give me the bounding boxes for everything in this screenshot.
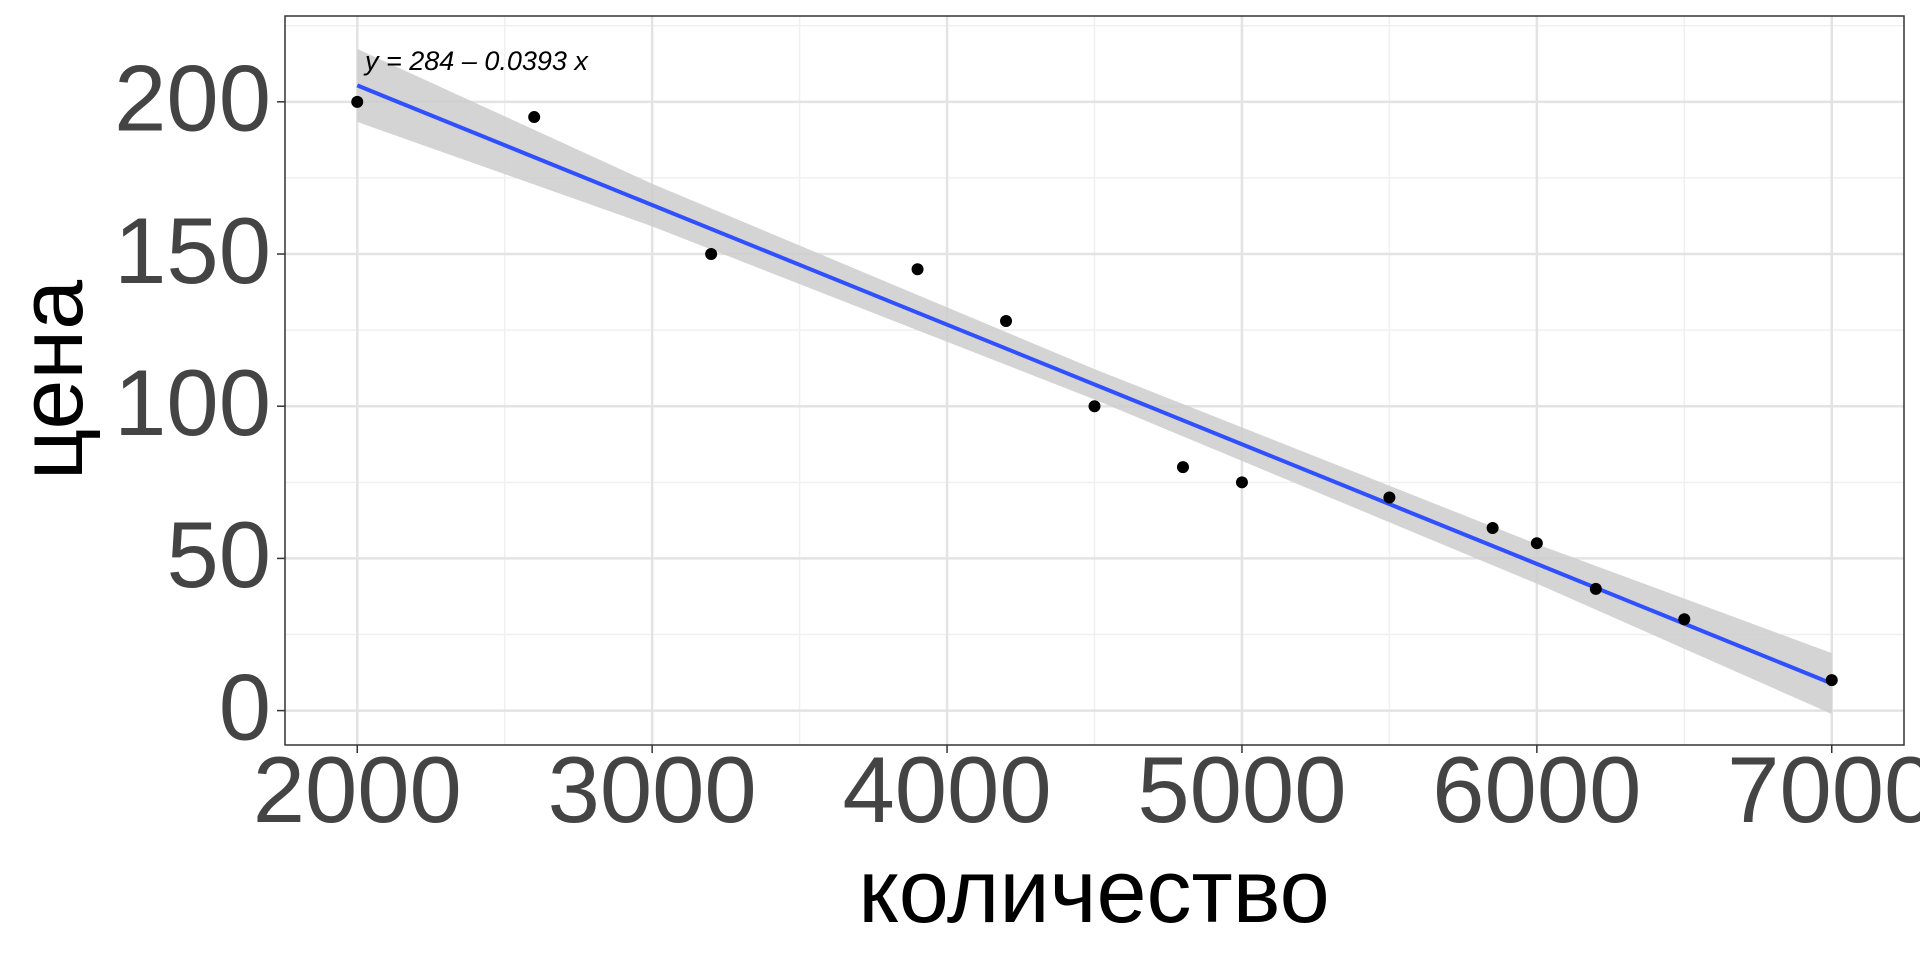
x-tick-label: 2000 <box>253 737 462 842</box>
point <box>1383 491 1396 504</box>
y-tick-label: 50 <box>166 502 271 607</box>
point <box>1088 400 1101 413</box>
fit-line <box>356 83 1833 686</box>
x-tick-label: 7000 <box>1727 737 1920 842</box>
point <box>1176 461 1189 474</box>
confidence-band <box>357 48 1832 714</box>
point <box>1530 537 1543 550</box>
x-axis-title: количество <box>858 842 1329 942</box>
marks <box>351 48 1838 714</box>
point <box>528 111 541 124</box>
point <box>1825 674 1838 687</box>
x-tick-label: 3000 <box>548 737 757 842</box>
point <box>351 95 364 108</box>
point <box>1235 476 1248 489</box>
y-tick-label: 200 <box>114 46 271 151</box>
y-tick-label: 100 <box>114 350 271 455</box>
point <box>1000 314 1013 327</box>
point <box>1486 521 1499 534</box>
panel-border <box>284 15 1905 746</box>
point <box>705 248 718 261</box>
y-tick-label: 0 <box>219 654 271 759</box>
x-tick-label: 6000 <box>1432 737 1641 842</box>
point <box>1589 582 1602 595</box>
y-tick-label: 150 <box>114 198 271 303</box>
annotation: y = 284 – 0.0393 x <box>363 46 589 76</box>
y-axis-title: цена <box>2 279 102 480</box>
x-tick-label: 4000 <box>842 737 1051 842</box>
point <box>1678 613 1691 626</box>
x-tick-label: 5000 <box>1137 737 1346 842</box>
point <box>911 263 924 276</box>
